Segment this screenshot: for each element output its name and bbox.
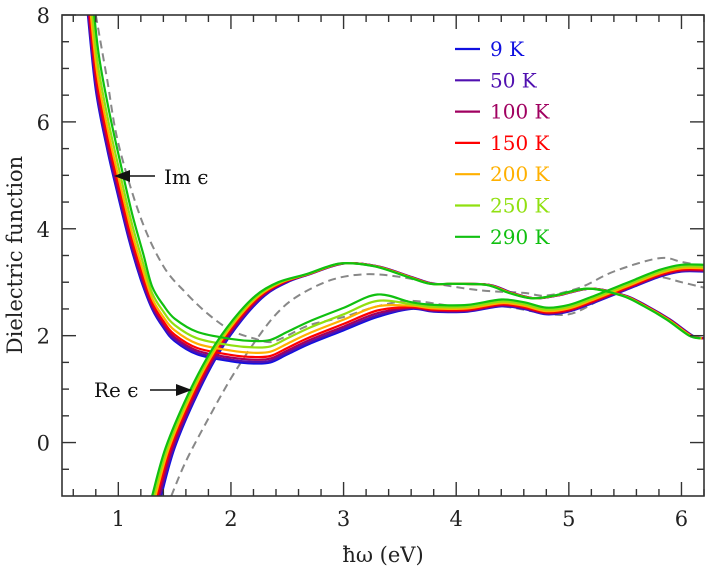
im-line-250K xyxy=(91,15,704,349)
im-arrow-head-icon xyxy=(114,170,130,182)
axis-tick-labels: 1 2 3 4 5 6 0 2 4 6 8 xyxy=(37,4,689,531)
y-tick-label: 8 xyxy=(37,4,50,28)
re-line-50K xyxy=(158,261,704,496)
annotations: Im ϵ Re ϵ xyxy=(94,165,208,402)
im-line-200K xyxy=(89,15,704,354)
y-tick-label: 2 xyxy=(37,325,50,349)
legend-item: 9 K xyxy=(455,37,525,61)
x-tick-label: 1 xyxy=(112,507,125,531)
re-line-9K xyxy=(160,261,704,496)
x-tick-label: 3 xyxy=(337,507,350,531)
re-epsilon-label: Re ϵ xyxy=(94,378,138,402)
re-arrow-head-icon xyxy=(176,384,192,396)
legend-item: 50 K xyxy=(455,68,538,92)
re-line-290K xyxy=(151,261,701,496)
y-axis-label: Dielectric function xyxy=(3,156,27,354)
legend-label: 150 K xyxy=(490,131,551,155)
y-tick-label: 6 xyxy=(37,111,50,135)
legend-label: 100 K xyxy=(490,100,551,124)
re-line-150K xyxy=(156,261,703,496)
legend-item: 250 K xyxy=(455,194,551,218)
legend-item: 100 K xyxy=(455,100,551,124)
x-axis-label: ħω (eV) xyxy=(342,543,423,567)
y-tick-label: 4 xyxy=(37,218,50,242)
legend-item: 200 K xyxy=(455,162,551,186)
legend-label: 250 K xyxy=(490,194,551,218)
x-tick-label: 4 xyxy=(450,507,463,531)
im-epsilon-label: Im ϵ xyxy=(164,165,208,189)
legend-label: 50 K xyxy=(490,68,538,92)
legend-item: 290 K xyxy=(455,225,551,249)
re-line-100K xyxy=(157,261,704,496)
axis-ticks xyxy=(62,14,705,496)
reference-re-dashed-line xyxy=(170,256,704,496)
legend-label: 9 K xyxy=(490,37,525,61)
curves xyxy=(86,15,704,496)
x-tick-label: 6 xyxy=(675,507,688,531)
re-line-200K xyxy=(154,261,702,496)
x-tick-label: 5 xyxy=(562,507,575,531)
im-line-290K xyxy=(93,15,704,343)
im-line-150K xyxy=(88,15,704,359)
x-tick-label: 2 xyxy=(224,507,237,531)
legend-label: 200 K xyxy=(490,162,551,186)
legend-item: 150 K xyxy=(455,131,551,155)
legend: 9 K 50 K 100 K 150 K 200 K 250 K 290 K xyxy=(455,37,551,249)
re-line-250K xyxy=(152,261,702,496)
y-tick-label: 0 xyxy=(37,432,50,456)
legend-label: 290 K xyxy=(490,225,551,249)
